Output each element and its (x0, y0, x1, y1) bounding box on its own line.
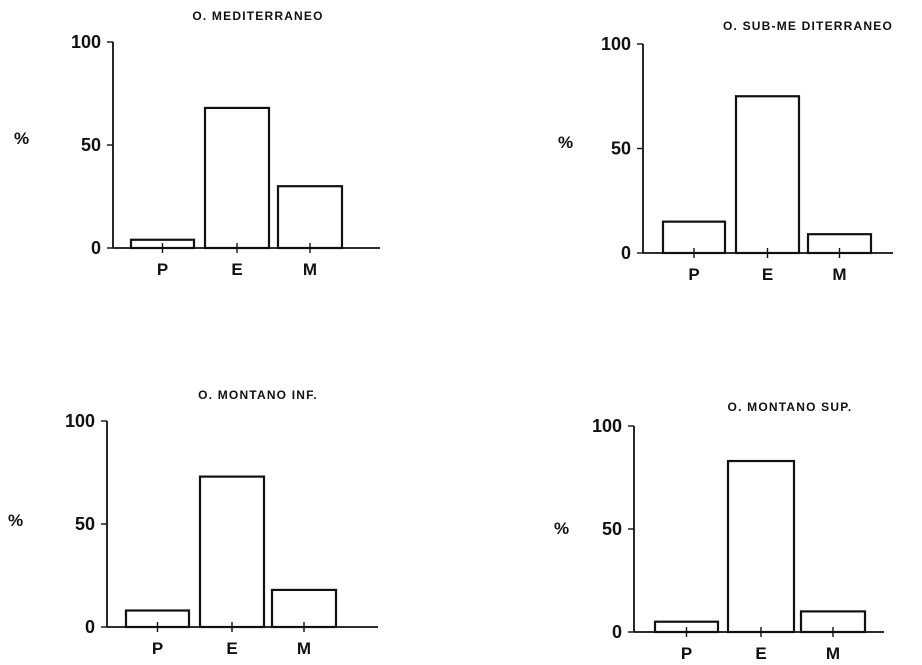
y-tick-label: 50 (75, 514, 95, 534)
y-axis-label: % (558, 133, 573, 152)
chart-title: O. MEDITERRANEO (192, 9, 323, 23)
y-tick-label: 50 (81, 135, 101, 155)
chart-title: O. MONTANO SUP. (728, 400, 853, 414)
category-label-P: P (681, 644, 692, 663)
y-axis-label: % (554, 519, 569, 538)
chart-title: O. MONTANO INF. (198, 388, 318, 402)
y-tick-label: 100 (592, 416, 622, 436)
category-label-E: E (755, 644, 766, 663)
bar-E (726, 459, 796, 634)
category-label-M: M (303, 260, 317, 279)
category-label-M: M (832, 265, 846, 284)
category-label-P: P (688, 265, 699, 284)
chart-panel-2: O. SUB-ME DITERRANEO% 0 50 100 P E M (558, 19, 893, 284)
bar-M (276, 185, 344, 250)
bar-M (270, 588, 338, 629)
category-label-P: P (157, 260, 168, 279)
bar-E (734, 95, 801, 255)
y-tick-label: 0 (85, 617, 95, 637)
category-label-E: E (231, 260, 242, 279)
bar-E (203, 106, 271, 250)
chart-panel-3: O. MONTANO INF.% 0 50 100 P E M (8, 388, 378, 658)
y-tick-label: 0 (621, 243, 631, 263)
y-tick-label: 100 (65, 411, 95, 431)
y-tick-label: 0 (91, 238, 101, 258)
bar-E (198, 475, 266, 629)
y-tick-label: 100 (601, 34, 631, 54)
y-axis-label: % (14, 129, 29, 148)
y-axis-label: % (8, 511, 23, 530)
y-tick-label: 100 (71, 32, 101, 52)
category-label-M: M (297, 639, 311, 658)
category-label-M: M (826, 644, 840, 663)
category-label-E: E (226, 639, 237, 658)
chart-panel-1: O. MEDITERRANEO% 0 50 100 P E M (14, 9, 380, 279)
y-tick-label: 50 (611, 139, 631, 159)
category-label-E: E (762, 265, 773, 284)
category-label-P: P (152, 639, 163, 658)
bar-P (661, 220, 727, 255)
y-tick-label: 0 (612, 622, 622, 642)
chart-title: O. SUB-ME DITERRANEO (723, 19, 893, 33)
chart-panel-4: O. MONTANO SUP.% 0 50 100 P E M (554, 400, 884, 663)
y-tick-label: 50 (602, 519, 622, 539)
